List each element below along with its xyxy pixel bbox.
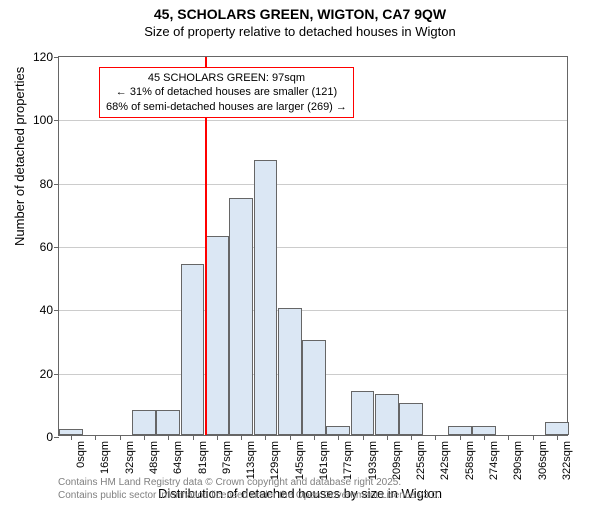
x-tick-label: 225sqm xyxy=(415,441,427,480)
x-tick-label: 16sqm xyxy=(99,441,111,474)
histogram-bar xyxy=(302,340,326,435)
x-tick-label: 306sqm xyxy=(537,441,549,480)
annotation-line: 45 SCHOLARS GREEN: 97sqm xyxy=(106,71,347,85)
x-tick-label: 129sqm xyxy=(269,441,281,480)
y-tick-label: 120 xyxy=(23,50,53,64)
x-tick-label: 193sqm xyxy=(367,441,379,480)
histogram-bar xyxy=(278,308,302,435)
x-tick-label: 161sqm xyxy=(318,441,330,480)
x-tick-label: 64sqm xyxy=(172,441,184,474)
footer-line: Contains public sector information licen… xyxy=(58,490,440,503)
histogram-bar xyxy=(351,391,375,435)
x-tick-label: 145sqm xyxy=(294,441,306,480)
page-title: 45, SCHOLARS GREEN, WIGTON, CA7 9QW xyxy=(0,6,600,22)
x-tick-label: 258sqm xyxy=(464,441,476,480)
x-tick-label: 0sqm xyxy=(75,441,87,468)
histogram-bar xyxy=(205,236,229,436)
histogram-bar xyxy=(132,410,156,435)
annotation-line: ← 31% of detached houses are smaller (12… xyxy=(106,85,347,99)
histogram-bar xyxy=(156,410,180,435)
x-tick-label: 97sqm xyxy=(221,441,233,474)
plot-area: 0204060801001200sqm16sqm32sqm48sqm64sqm8… xyxy=(58,56,568,436)
x-tick-label: 209sqm xyxy=(391,441,403,480)
y-tick-label: 40 xyxy=(23,303,53,317)
y-axis-label: Number of detached properties xyxy=(12,67,27,246)
page-subtitle: Size of property relative to detached ho… xyxy=(0,24,600,39)
histogram-bar xyxy=(254,160,278,436)
y-tick-label: 20 xyxy=(23,367,53,381)
histogram-bar xyxy=(448,426,472,436)
x-tick-label: 290sqm xyxy=(512,441,524,480)
histogram-bar xyxy=(472,426,496,436)
x-tick-label: 81sqm xyxy=(197,441,209,474)
y-tick-label: 100 xyxy=(23,113,53,127)
x-tick-label: 48sqm xyxy=(148,441,160,474)
annotation-line: 68% of semi-detached houses are larger (… xyxy=(106,100,347,114)
histogram-bar xyxy=(399,403,423,435)
histogram-bar xyxy=(181,264,205,435)
y-tick-label: 60 xyxy=(23,240,53,254)
x-tick-label: 32sqm xyxy=(124,441,136,474)
x-tick-label: 242sqm xyxy=(439,441,451,480)
x-tick-label: 322sqm xyxy=(561,441,573,480)
histogram-bar xyxy=(229,198,253,436)
histogram-bar xyxy=(545,422,569,435)
histogram-bar xyxy=(375,394,399,435)
x-tick-label: 113sqm xyxy=(245,441,257,479)
x-tick-label: 274sqm xyxy=(488,441,500,480)
y-tick-label: 0 xyxy=(23,430,53,444)
footer-attribution: Contains HM Land Registry data © Crown c… xyxy=(58,477,440,502)
histogram-bar xyxy=(326,426,350,436)
x-tick-label: 177sqm xyxy=(342,441,354,480)
annotation-box: 45 SCHOLARS GREEN: 97sqm← 31% of detache… xyxy=(99,67,354,118)
chart: 0204060801001200sqm16sqm32sqm48sqm64sqm8… xyxy=(58,56,568,436)
footer-line: Contains HM Land Registry data © Crown c… xyxy=(58,477,440,490)
y-tick-label: 80 xyxy=(23,177,53,191)
